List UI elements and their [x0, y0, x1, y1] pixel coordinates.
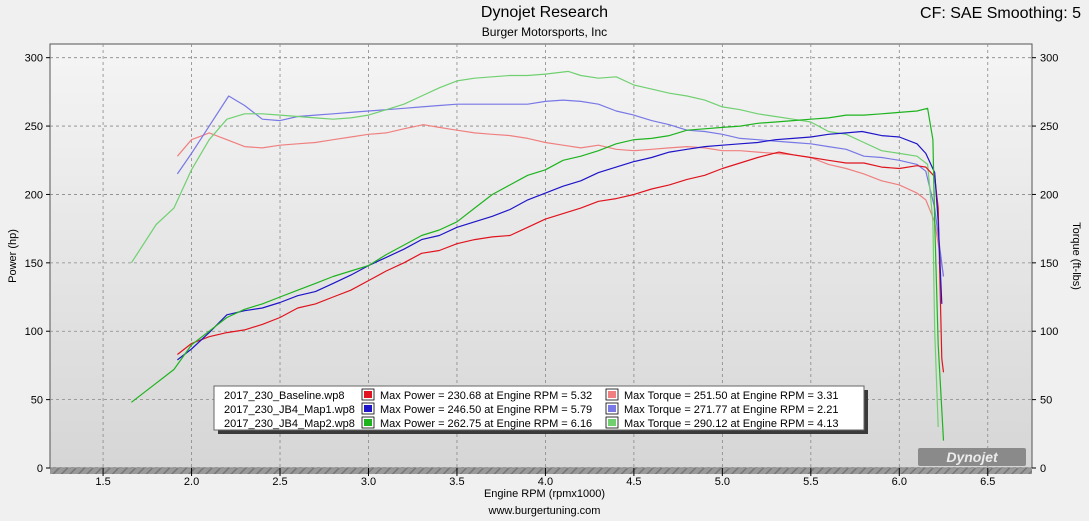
x-tick-label: 4.0 [538, 476, 553, 488]
y-tick-label: 250 [25, 121, 43, 133]
legend-max-torque: Max Torque = 271.77 at Engine RPM = 2.21 [624, 404, 838, 416]
x-tick-label: 2.5 [272, 476, 287, 488]
y-axis-right-label: Torque (ft-lbs) [1070, 222, 1082, 290]
x-tick-label: 3.0 [361, 476, 376, 488]
y-tick-label: 150 [25, 258, 43, 270]
legend-max-power: Max Power = 230.68 at Engine RPM = 5.32 [380, 390, 592, 402]
x-tick-label: 5.0 [715, 476, 730, 488]
legend-max-torque: Max Torque = 251.50 at Engine RPM = 3.31 [624, 390, 838, 402]
y-tick-label-right: 0 [1040, 463, 1046, 475]
series-line-power-0 [177, 151, 945, 373]
y-axis-left-label: Power (hp) [7, 229, 19, 283]
series-line-power-2 [131, 107, 945, 441]
y-tick-label: 0 [37, 463, 43, 475]
y-tick-label-right: 100 [1040, 326, 1058, 338]
footer-url[interactable]: www.burgertuning.com [488, 505, 601, 517]
y-tick-label-right: 150 [1040, 258, 1058, 270]
legend-power-swatch [364, 419, 372, 426]
legend-torque-swatch [608, 405, 616, 412]
chart-subtitle: Burger Motorsports, Inc [481, 25, 608, 39]
series-line-power-1 [177, 130, 943, 361]
x-tick-label: 2.0 [184, 476, 199, 488]
series-line-torque-4 [176, 95, 945, 277]
dynojet-logo: Dynojet [918, 448, 1026, 466]
x-tick-label: 3.5 [449, 476, 464, 488]
legend-power-swatch [364, 391, 372, 398]
legend-run-name: 2017_230_JB4_Map2.wp8 [224, 418, 355, 430]
legend-run-name: 2017_230_Baseline.wp8 [224, 390, 345, 402]
x-tick-label: 6.5 [980, 476, 995, 488]
x-tick-label: 5.5 [803, 476, 818, 488]
legend-torque-swatch [608, 419, 616, 426]
y-tick-label: 50 [31, 395, 43, 407]
svg-text:Dynojet: Dynojet [946, 449, 999, 465]
legend-torque-swatch [608, 391, 616, 398]
correction-factor-info: CF: SAE Smoothing: 5 [920, 5, 1081, 22]
legend-max-torque: Max Torque = 290.12 at Engine RPM = 4.13 [624, 418, 838, 430]
y-tick-label: 300 [25, 53, 43, 65]
legend-power-swatch [364, 405, 372, 412]
legend-max-power: Max Power = 262.75 at Engine RPM = 6.16 [380, 418, 592, 430]
x-tick-label: 1.5 [95, 476, 110, 488]
x-tick-label: 6.0 [892, 476, 907, 488]
chart-title: Dynojet Research [480, 4, 609, 21]
legend-max-power: Max Power = 246.50 at Engine RPM = 5.79 [380, 404, 592, 416]
y-tick-label: 200 [25, 189, 43, 201]
legend-run-name: 2017_230_JB4_Map1.wp8 [224, 404, 355, 416]
y-tick-label-right: 300 [1040, 53, 1058, 65]
series-line-torque-5 [130, 70, 939, 428]
x-tick-label: 4.5 [626, 476, 641, 488]
x-axis-label: Engine RPM (rpmx1000) [483, 488, 606, 500]
series-line-torque-3 [176, 124, 945, 277]
legend-box: 2017_230_Baseline.wp8 Max Power = 230.68 … [213, 385, 868, 434]
x-axis-band [50, 468, 1032, 474]
y-tick-label-right: 250 [1040, 121, 1058, 133]
y-tick-label: 100 [25, 326, 43, 338]
y-tick-label-right: 200 [1040, 189, 1058, 201]
y-tick-label-right: 50 [1040, 395, 1052, 407]
